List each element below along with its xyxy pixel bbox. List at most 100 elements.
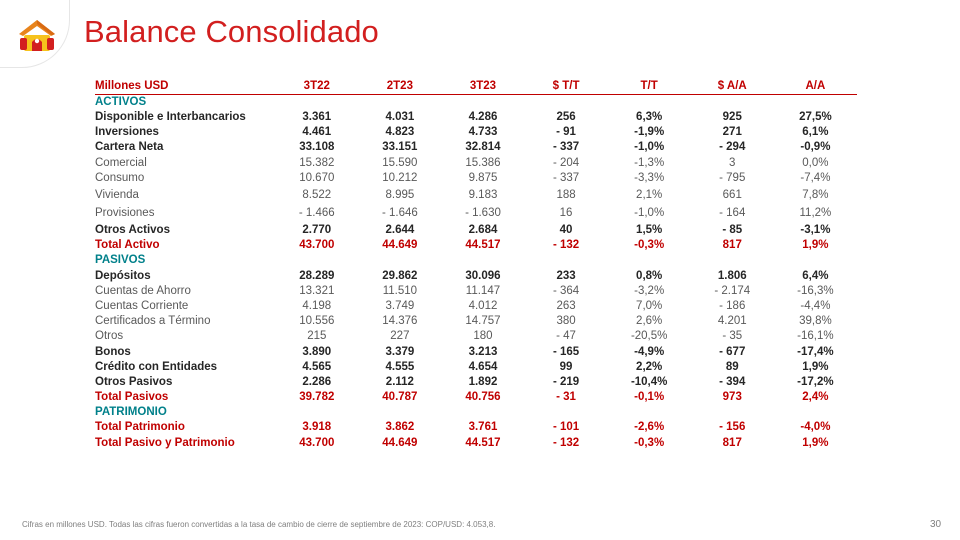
cell-3t23: 180: [473, 330, 493, 343]
cell-abs-qoq: - 204: [552, 156, 580, 169]
cell-abs-qoq: - 91: [556, 126, 576, 139]
cell-pct-yoy: -4,0%: [800, 421, 831, 434]
cell-3t23: 30.096: [465, 269, 501, 282]
cell-2t23: 2.112: [385, 375, 414, 388]
cell-label: Cartera Neta: [95, 141, 164, 154]
cell-pct-yoy: 1,9%: [802, 436, 829, 449]
cell-abs-yoy: [691, 253, 774, 268]
cell-abs-qoq: - 364: [552, 284, 580, 297]
cell-abs-yoy: - 677: [719, 345, 746, 358]
cell-3t22: 43.700: [299, 436, 335, 449]
cell-3t22: 4.198: [302, 299, 332, 312]
cell-2t23: 33.151: [382, 141, 418, 154]
cell-label: Total Pasivo y Patrimonio: [95, 436, 235, 449]
header-2t23: 2T23: [358, 78, 442, 95]
cell-3t23: [441, 253, 524, 268]
cell-abs-yoy: [691, 95, 774, 111]
cell-2t23: 4.031: [385, 111, 415, 124]
cell-pct-qoq: -0,1%: [634, 391, 665, 404]
cell-abs-qoq: - 31: [556, 391, 576, 404]
cell-pct-qoq: 0,8%: [636, 269, 663, 282]
cell-3t23: 4.012: [468, 299, 498, 312]
cell-3t23: 9.875: [468, 171, 498, 184]
cell-3t22: 4.461: [302, 126, 332, 139]
cell-pct-qoq: 2,2%: [636, 360, 663, 373]
cell-pct-qoq: 2,6%: [636, 315, 663, 328]
table-row: Otros 215 227 180 - 47 -20,5% - 35 -16,1%: [95, 329, 857, 344]
cell-abs-yoy: - 795: [719, 171, 746, 184]
cell-3t23: 2.684: [468, 224, 498, 237]
cell-abs-yoy: - 2.174: [714, 284, 751, 297]
cell-3t23: 15.386: [465, 156, 501, 169]
cell-label: Consumo: [95, 171, 145, 184]
cell-pct-qoq: -0,3%: [634, 239, 665, 252]
cell-3t23: 4.654: [468, 360, 498, 373]
cell-pct-yoy: 11,2%: [799, 207, 832, 220]
cell-3t23: 40.756: [465, 391, 501, 404]
cell-3t23: 4.733: [468, 126, 498, 139]
cell-3t23: 4.286: [468, 111, 498, 124]
cell-abs-qoq: 188: [556, 188, 576, 201]
cell-2t23: 40.787: [382, 391, 418, 404]
table-body: ACTIVOS Disponible e Interbancarios 3.361 4…: [95, 95, 857, 451]
cell-label: Provisiones: [95, 207, 155, 220]
cell-pct-qoq: -1,9%: [634, 126, 665, 139]
table-row: Comercial 15.382 15.590 15.386 - 204 -1,3% 3 0,…: [95, 156, 857, 171]
cell-pct-yoy: 0,0%: [802, 156, 829, 169]
cell-pct-yoy: -0,9%: [800, 141, 831, 154]
cell-pct-yoy: -3,1%: [800, 224, 831, 237]
cell-abs-yoy: 1.806: [717, 269, 747, 282]
cell-abs-qoq: - 47: [556, 330, 576, 343]
cell-2t23: 3.379: [385, 345, 415, 358]
table-row: Certificados a Término 10.556 14.376 14.757…: [95, 314, 857, 329]
cell-3t23: 3.213: [468, 345, 498, 358]
cell-pct-qoq: -10,4%: [630, 375, 668, 388]
cell-3t23: [441, 405, 524, 420]
cell-label: PATRIMONIO: [95, 406, 167, 419]
cell-pct-yoy: [774, 405, 857, 420]
cell-pct-yoy: [774, 95, 857, 111]
cell-abs-yoy: 925: [722, 111, 742, 124]
cell-3t23: 1.892: [468, 375, 498, 388]
cell-abs-qoq: [525, 405, 608, 420]
page-title: Balance Consolidado: [84, 14, 379, 49]
cell-3t23: 44.517: [465, 436, 501, 449]
cell-3t22: 10.670: [299, 171, 335, 184]
table-row: Depósitos 28.289 29.862 30.096 233 0,8% 1.806 6…: [95, 269, 857, 284]
cell-pct-qoq: -0,3%: [634, 436, 665, 449]
cell-abs-yoy: 817: [722, 436, 742, 449]
cell-2t23: 4.555: [385, 360, 415, 373]
header-abs-yoy: $ A/A: [690, 78, 774, 95]
table-row: Inversiones 4.461 4.823 4.733 - 91 -1,9% 271 6,…: [95, 125, 857, 140]
cell-3t23: [441, 95, 524, 111]
cell-3t22: - 1.466: [298, 207, 335, 220]
cell-2t23: 4.823: [385, 126, 415, 139]
cell-pct-yoy: 1,9%: [802, 239, 829, 252]
cell-label: Disponible e Interbancarios: [95, 111, 246, 124]
cell-3t22: 2.286: [302, 375, 332, 388]
cell-label: Bonos: [95, 345, 131, 358]
cell-2t23: 11.510: [382, 284, 418, 297]
cell-pct-qoq: [608, 405, 691, 420]
cell-3t22: 13.321: [299, 284, 335, 297]
cell-3t22: 28.289: [299, 269, 335, 282]
cell-3t22: 43.700: [299, 239, 335, 252]
cell-3t22: 39.782: [299, 391, 335, 404]
balance-table: Millones USD 3T22 2T23 3T23 $ T/T T/T $ …: [95, 78, 857, 451]
cell-pct-yoy: -17,4%: [797, 345, 834, 358]
table-row: Vivienda 8.522 8.995 9.183 188 2,1% 661 7,8%: [95, 186, 857, 205]
table-row: Bonos 3.890 3.379 3.213 - 165 -4,9% - 677 -17,4…: [95, 344, 857, 359]
cell-abs-yoy: - 156: [719, 421, 746, 434]
cell-3t22: 4.565: [302, 360, 332, 373]
header-3t23: 3T23: [441, 78, 525, 95]
cell-abs-qoq: 233: [556, 269, 576, 282]
cell-3t22: 3.890: [302, 345, 332, 358]
table-row: Total Pasivos 39.782 40.787 40.756 - 31 -0,1%…: [95, 390, 857, 405]
cell-pct-qoq: [608, 95, 691, 111]
cell-label: Total Pasivos: [95, 391, 169, 404]
cell-2t23: 3.749: [385, 299, 415, 312]
cell-pct-yoy: 6,1%: [802, 126, 829, 139]
cell-label: ACTIVOS: [95, 96, 147, 108]
cell-3t23: 3.761: [468, 421, 498, 434]
cell-2t23: 3.862: [385, 421, 415, 434]
